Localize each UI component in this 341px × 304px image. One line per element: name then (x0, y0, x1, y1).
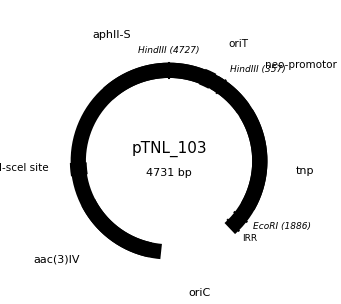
Text: tnp: tnp (296, 167, 315, 177)
Text: HindIII (4727): HindIII (4727) (138, 46, 200, 55)
Text: I-sceI site: I-sceI site (0, 163, 48, 173)
Text: pTNL_103: pTNL_103 (131, 141, 207, 157)
Text: neo-promotor: neo-promotor (265, 60, 337, 71)
Text: aac(3)IV: aac(3)IV (33, 254, 80, 264)
Text: HindIII (357): HindIII (357) (230, 65, 285, 74)
Text: oriT: oriT (228, 39, 248, 49)
Text: oriC: oriC (189, 288, 211, 298)
Text: aphII-S: aphII-S (92, 30, 131, 40)
Text: IRR: IRR (242, 234, 257, 243)
Text: EcoRI (1886): EcoRI (1886) (252, 222, 311, 231)
Text: 4731 bp: 4731 bp (146, 168, 192, 178)
